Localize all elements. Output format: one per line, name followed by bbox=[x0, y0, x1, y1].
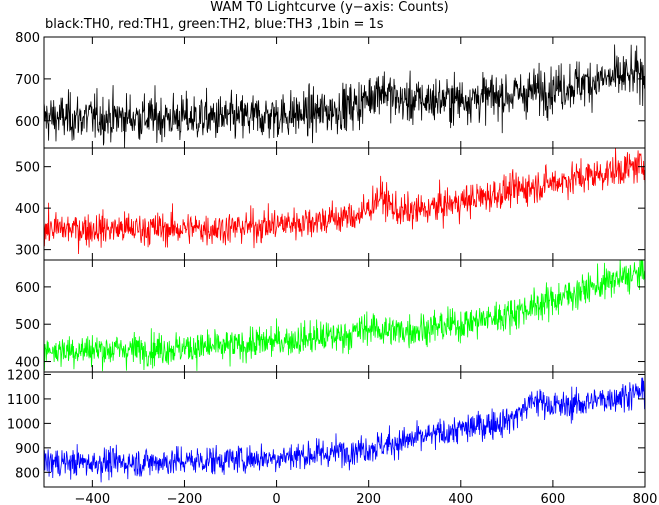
panel-frame-3 bbox=[43, 259, 646, 373]
chart-title: WAM T0 Lightcurve (y−axis: Counts) bbox=[210, 0, 449, 15]
panel-frame-2 bbox=[43, 147, 646, 261]
chart-subtitle: black:TH0, red:TH1, green:TH2, blue:TH3 … bbox=[45, 17, 384, 32]
y-tick-label-1: 600 bbox=[15, 115, 40, 130]
x-tick-label: 600 bbox=[540, 492, 565, 505]
series-line-th2 bbox=[44, 260, 645, 372]
y-tick-label-1: 700 bbox=[15, 73, 40, 88]
y-tick-label-4: 800 bbox=[15, 466, 40, 481]
x-tick-label: −200 bbox=[167, 492, 203, 505]
x-tick-label: 800 bbox=[633, 492, 658, 505]
y-tick-label-3: 500 bbox=[15, 318, 40, 333]
y-tick-label-4: 1100 bbox=[7, 393, 40, 408]
y-tick-label-2: 300 bbox=[15, 244, 40, 259]
y-tick-label-3: 400 bbox=[15, 356, 40, 371]
x-tick-label: 200 bbox=[356, 492, 381, 505]
x-tick-label: 0 bbox=[272, 492, 280, 505]
y-tick-label-1: 800 bbox=[15, 31, 40, 46]
series-line-th1 bbox=[44, 148, 645, 254]
y-tick-label-4: 900 bbox=[15, 442, 40, 457]
x-tick-label: 400 bbox=[448, 492, 473, 505]
series-line-th0 bbox=[44, 44, 645, 148]
y-tick-label-2: 400 bbox=[15, 202, 40, 217]
y-tick-label-2: 500 bbox=[15, 161, 40, 176]
y-tick-label-3: 600 bbox=[15, 281, 40, 296]
y-tick-label-4: 1200 bbox=[7, 368, 40, 383]
series-line-th3 bbox=[44, 377, 645, 483]
y-tick-label-4: 1000 bbox=[7, 417, 40, 432]
panel-frame-4 bbox=[43, 371, 646, 488]
x-tick-label: −400 bbox=[74, 492, 110, 505]
